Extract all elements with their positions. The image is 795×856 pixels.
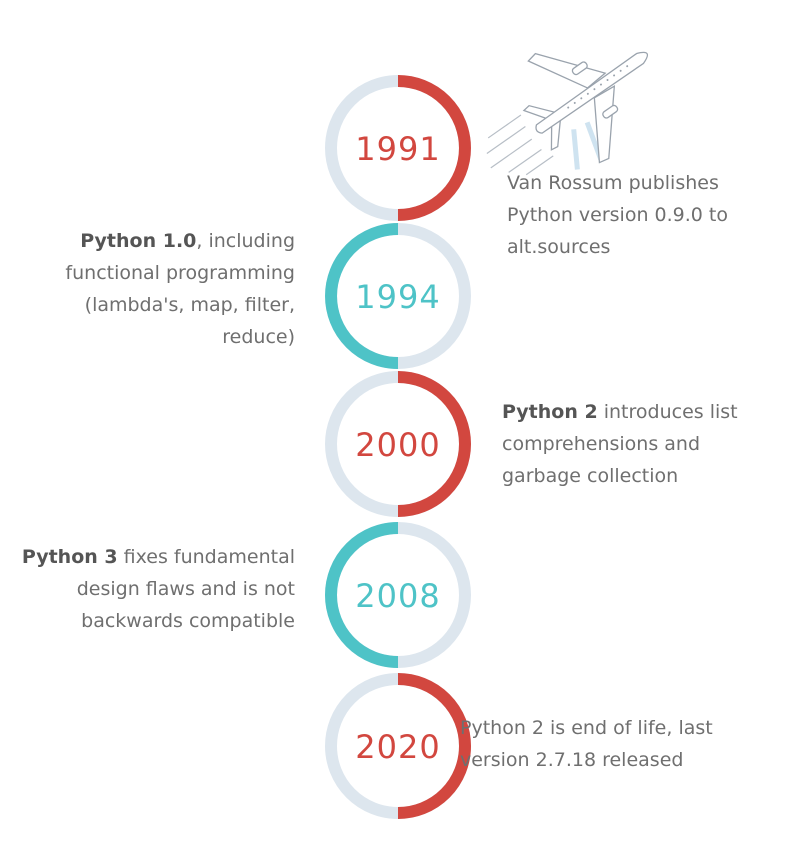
event-text: introduces list comprehensions and garba…	[502, 401, 738, 487]
event-description-2020: Python 2 is end of life, last version 2.…	[460, 712, 735, 776]
ring-arc	[325, 223, 399, 369]
event-description-2000: Python 2 introduces list comprehensions …	[502, 396, 777, 492]
event-text: fixes fundamental design flaws and is no…	[76, 546, 295, 632]
timeline-node-1991: 1991	[325, 75, 471, 221]
timeline-node-2020: 2020	[325, 673, 471, 819]
airplane-icon	[486, 51, 649, 176]
event-highlight: Python 3	[21, 546, 118, 568]
event-highlight: Python 2	[502, 401, 598, 423]
event-description-1991: Van Rossum publishes Python version 0.9.…	[507, 167, 757, 263]
event-text: Python 2 is end of life, last version 2.…	[460, 717, 713, 771]
timeline-node-1994: 1994	[325, 223, 471, 369]
event-description-2008: Python 3 fixes fundamental design flaws …	[15, 541, 295, 637]
event-highlight: Python 1.0	[80, 230, 197, 252]
year-label: 1994	[355, 278, 440, 316]
event-text: , including functional programming (lamb…	[65, 230, 295, 348]
timeline-node-2008: 2008	[325, 522, 471, 668]
ring-arc	[397, 75, 471, 221]
ring-arc	[397, 371, 471, 517]
timeline-node-2000: 2000	[325, 371, 471, 517]
event-description-1994: Python 1.0, including functional program…	[40, 225, 295, 353]
year-label: 1991	[355, 130, 440, 168]
event-text: Van Rossum publishes Python version 0.9.…	[507, 172, 728, 258]
year-label: 2020	[355, 728, 440, 766]
ring-arc	[397, 673, 471, 819]
year-label: 2008	[355, 577, 440, 615]
ring-arc	[325, 522, 399, 668]
year-label: 2000	[355, 426, 440, 464]
